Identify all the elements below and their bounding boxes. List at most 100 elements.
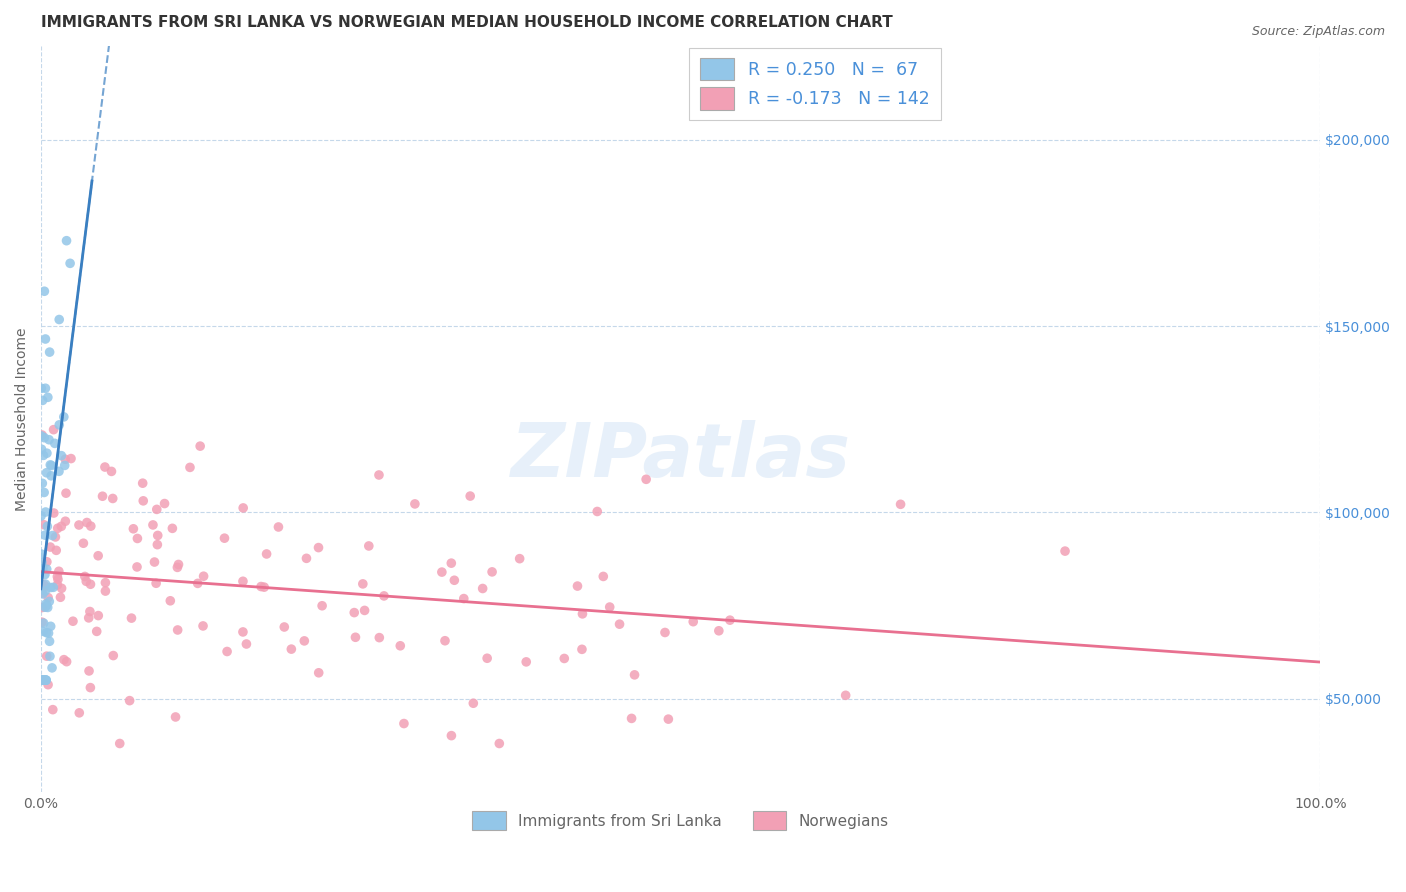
Point [592, 569, 614, 583]
Point [256, 547, 278, 561]
Point [42, 580, 65, 594]
Point [253, 580, 276, 594]
Point [392, 716, 415, 731]
Point [35, 599, 58, 613]
Point [34, 332, 56, 346]
Point [34, 600, 56, 615]
Point [35, 625, 58, 640]
Point [31, 561, 53, 575]
Point [30, 547, 52, 561]
Point [567, 579, 589, 593]
Point [77, 664, 100, 678]
Point [34, 579, 56, 593]
Point [53, 514, 76, 528]
Point [308, 665, 330, 680]
Point [623, 668, 645, 682]
Point [131, 476, 153, 491]
Legend: Immigrants from Sri Lanka, Norwegians: Immigrants from Sri Lanka, Norwegians [467, 805, 894, 837]
Point [30, 508, 52, 523]
Point [471, 582, 494, 596]
Point [55, 655, 77, 669]
Point [657, 712, 679, 726]
Point [146, 528, 169, 542]
Point [179, 460, 201, 475]
Point [39, 649, 62, 664]
Point [31, 615, 53, 630]
Point [707, 624, 730, 638]
Point [35, 673, 58, 687]
Point [80, 519, 103, 533]
Point [79, 577, 101, 591]
Point [30, 381, 52, 395]
Point [38, 626, 60, 640]
Point [654, 625, 676, 640]
Point [515, 655, 537, 669]
Point [32, 673, 55, 687]
Point [53, 458, 76, 473]
Point [72, 536, 94, 550]
Point [32, 485, 55, 500]
Point [101, 491, 124, 506]
Point [430, 565, 453, 579]
Point [32, 624, 55, 639]
Point [38, 594, 60, 608]
Point [87, 608, 110, 623]
Point [352, 577, 374, 591]
Point [42, 506, 65, 520]
Point [440, 729, 463, 743]
Point [217, 644, 239, 658]
Point [34, 673, 56, 687]
Point [32, 577, 55, 591]
Point [37, 600, 59, 615]
Point [41, 661, 63, 675]
Point [311, 599, 333, 613]
Point [79, 605, 101, 619]
Point [571, 642, 593, 657]
Point [404, 497, 426, 511]
Point [52, 409, 75, 424]
Point [34, 584, 56, 599]
Point [232, 500, 254, 515]
Point [45, 543, 67, 558]
Point [34, 505, 56, 519]
Point [250, 580, 273, 594]
Point [159, 594, 181, 608]
Point [53, 452, 76, 467]
Point [38, 634, 60, 648]
Point [32, 673, 55, 687]
Point [235, 637, 257, 651]
Point [440, 556, 463, 570]
Point [31, 428, 53, 442]
Point [35, 466, 58, 480]
Point [280, 642, 302, 657]
Point [77, 611, 100, 625]
Point [86, 624, 108, 639]
Point [31, 600, 53, 615]
Point [34, 673, 56, 687]
Point [353, 603, 375, 617]
Point [620, 711, 643, 725]
Point [509, 551, 531, 566]
Point [488, 737, 510, 751]
Point [51, 519, 73, 533]
Point [44, 436, 66, 450]
Point [481, 565, 503, 579]
Point [586, 504, 609, 518]
Point [108, 737, 131, 751]
Point [146, 502, 169, 516]
Point [34, 528, 56, 542]
Point [34, 431, 56, 445]
Point [37, 591, 59, 605]
Point [273, 620, 295, 634]
Text: ZIPatlas: ZIPatlas [510, 420, 851, 493]
Point [31, 586, 53, 600]
Point [553, 651, 575, 665]
Point [153, 497, 176, 511]
Point [132, 493, 155, 508]
Point [167, 558, 190, 572]
Point [62, 614, 84, 628]
Point [357, 539, 380, 553]
Point [34, 285, 56, 299]
Point [368, 467, 391, 482]
Point [75, 574, 97, 589]
